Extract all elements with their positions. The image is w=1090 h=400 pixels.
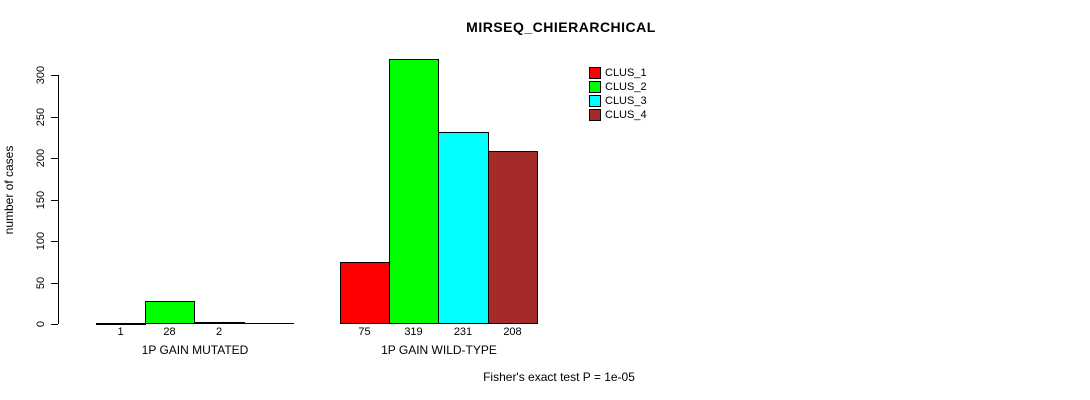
bar-clus_2 [389,59,439,324]
footnote: Fisher's exact test P = 1e-05 [483,370,635,384]
y-tick-label: 100 [35,231,47,251]
bar-value-label: 1 [117,326,124,338]
legend-label: CLUS_1 [605,66,647,79]
y-tick-label: 0 [35,320,47,328]
bar-clus_1 [96,323,146,325]
bar-value-label: 75 [358,326,371,338]
group-label: 1P GAIN WILD-TYPE [381,343,497,357]
bar-clus_4 [488,151,538,324]
bar-value-label: 208 [503,326,522,338]
legend-item: CLUS_2 [589,80,647,93]
bar-value-label: 2 [215,326,223,338]
y-tick [51,200,58,201]
legend-item: CLUS_3 [589,94,647,107]
y-axis-line [58,75,59,324]
bar-clus_3 [438,132,489,324]
y-tick [51,117,58,118]
y-tick-label: 150 [35,190,47,210]
y-tick-label: 200 [35,148,47,168]
legend-label: CLUS_3 [605,94,647,107]
legend: CLUS_1 CLUS_2 CLUS_3 CLUS_4 [589,66,647,122]
y-tick-label: 50 [35,276,47,290]
y-axis-label: number of cases [2,145,16,235]
legend-swatch-clus_1 [589,66,601,79]
legend-label: CLUS_2 [605,80,647,93]
legend-label: CLUS_4 [605,108,647,121]
group-label: 1P GAIN MUTATED [141,343,249,357]
bar-clus_2 [145,301,195,324]
legend-item: CLUS_1 [589,66,647,79]
y-tick [51,324,58,325]
legend-item: CLUS_4 [589,108,647,121]
bar-clus_1 [340,262,390,324]
legend-swatch-clus_2 [589,80,601,93]
y-tick [51,158,58,159]
legend-swatch-clus_4 [589,108,601,121]
y-tick [51,283,58,284]
y-tick-label: 300 [35,65,47,85]
bar-value-label: 319 [404,326,423,338]
bar-value-label: 231 [453,326,473,338]
y-tick [51,241,58,242]
bar-clus_3 [194,322,245,324]
legend-swatch-clus_3 [589,94,601,107]
y-tick [51,75,58,76]
bar-value-label: 28 [163,326,176,338]
chart-title: MIRSEQ_CHIERARCHICAL [466,19,656,35]
y-tick-label: 250 [35,107,47,127]
